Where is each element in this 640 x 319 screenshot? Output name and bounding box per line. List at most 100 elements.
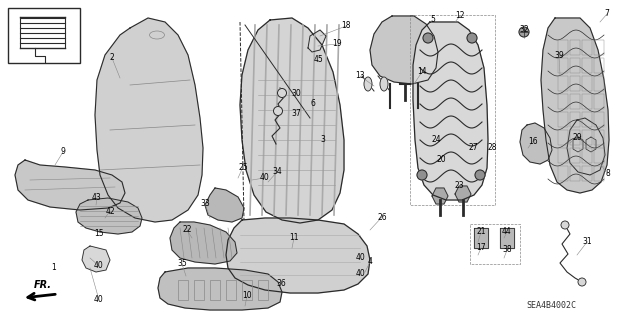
Text: 40: 40 bbox=[355, 254, 365, 263]
Text: 14: 14 bbox=[417, 68, 427, 77]
Text: 40: 40 bbox=[355, 270, 365, 278]
Bar bbox=[582, 166, 592, 181]
Ellipse shape bbox=[467, 33, 477, 43]
Polygon shape bbox=[226, 218, 370, 293]
Polygon shape bbox=[308, 30, 326, 52]
Text: 29: 29 bbox=[572, 132, 582, 142]
Polygon shape bbox=[170, 222, 237, 264]
Polygon shape bbox=[474, 228, 488, 248]
Bar bbox=[582, 40, 592, 55]
Text: FR.: FR. bbox=[34, 280, 52, 290]
Polygon shape bbox=[370, 16, 438, 84]
Text: 1: 1 bbox=[52, 263, 56, 272]
Text: 2: 2 bbox=[109, 54, 115, 63]
Polygon shape bbox=[573, 137, 583, 152]
Bar bbox=[210, 280, 220, 300]
Text: 43: 43 bbox=[92, 194, 102, 203]
Text: 7: 7 bbox=[605, 10, 609, 19]
Ellipse shape bbox=[278, 88, 287, 98]
Text: 4: 4 bbox=[367, 257, 372, 266]
Bar bbox=[558, 94, 568, 109]
Polygon shape bbox=[95, 18, 203, 222]
Text: 3: 3 bbox=[321, 136, 325, 145]
Text: 26: 26 bbox=[377, 212, 387, 221]
Text: 9: 9 bbox=[61, 147, 65, 157]
Bar bbox=[582, 58, 592, 73]
Text: 16: 16 bbox=[528, 137, 538, 145]
Bar bbox=[594, 76, 604, 91]
Bar bbox=[594, 166, 604, 181]
Ellipse shape bbox=[380, 77, 388, 91]
Bar bbox=[558, 166, 568, 181]
Ellipse shape bbox=[273, 107, 282, 115]
Polygon shape bbox=[432, 188, 448, 204]
Bar bbox=[8, 8, 80, 63]
Text: 39: 39 bbox=[554, 51, 564, 61]
Bar bbox=[178, 280, 188, 300]
Polygon shape bbox=[240, 18, 344, 223]
Bar bbox=[570, 112, 580, 127]
Text: 18: 18 bbox=[341, 21, 351, 31]
Text: 20: 20 bbox=[436, 155, 446, 165]
Text: 42: 42 bbox=[105, 206, 115, 216]
Polygon shape bbox=[586, 137, 596, 152]
Bar bbox=[582, 76, 592, 91]
Bar bbox=[582, 130, 592, 145]
Bar bbox=[558, 130, 568, 145]
Bar bbox=[582, 94, 592, 109]
Bar bbox=[582, 148, 592, 163]
Polygon shape bbox=[520, 123, 552, 164]
Bar bbox=[594, 148, 604, 163]
Text: 40: 40 bbox=[94, 262, 104, 271]
Ellipse shape bbox=[519, 27, 529, 37]
Bar bbox=[582, 112, 592, 127]
Text: 40: 40 bbox=[259, 174, 269, 182]
Text: 13: 13 bbox=[355, 71, 365, 80]
Text: 5: 5 bbox=[431, 16, 435, 25]
Bar bbox=[558, 58, 568, 73]
Polygon shape bbox=[205, 188, 244, 222]
Text: 45: 45 bbox=[313, 56, 323, 64]
Text: 36: 36 bbox=[276, 279, 286, 288]
Bar bbox=[570, 94, 580, 109]
Polygon shape bbox=[15, 160, 125, 210]
Text: 19: 19 bbox=[332, 40, 342, 48]
Polygon shape bbox=[455, 186, 471, 202]
Polygon shape bbox=[541, 18, 609, 193]
Text: 12: 12 bbox=[455, 11, 465, 20]
Bar bbox=[594, 94, 604, 109]
Bar bbox=[570, 58, 580, 73]
Text: 30: 30 bbox=[291, 90, 301, 99]
Ellipse shape bbox=[417, 170, 427, 180]
Bar bbox=[594, 112, 604, 127]
Text: 31: 31 bbox=[582, 238, 592, 247]
Bar bbox=[226, 280, 236, 300]
Bar bbox=[570, 40, 580, 55]
Text: SEA4B4002C: SEA4B4002C bbox=[526, 301, 576, 310]
Text: 34: 34 bbox=[272, 167, 282, 176]
Text: 23: 23 bbox=[454, 182, 464, 190]
Bar bbox=[258, 280, 268, 300]
Bar bbox=[558, 148, 568, 163]
Bar bbox=[594, 40, 604, 55]
Text: 15: 15 bbox=[94, 228, 104, 238]
Ellipse shape bbox=[578, 278, 586, 286]
Polygon shape bbox=[567, 118, 605, 175]
Polygon shape bbox=[500, 228, 514, 248]
Text: 10: 10 bbox=[242, 292, 252, 300]
Text: 35: 35 bbox=[177, 259, 187, 269]
Ellipse shape bbox=[364, 77, 372, 91]
Text: 33: 33 bbox=[200, 199, 210, 209]
Text: 21: 21 bbox=[476, 227, 486, 236]
Bar bbox=[558, 76, 568, 91]
Bar bbox=[570, 166, 580, 181]
Text: 8: 8 bbox=[605, 168, 611, 177]
Bar bbox=[242, 280, 252, 300]
Ellipse shape bbox=[561, 221, 569, 229]
Bar bbox=[558, 112, 568, 127]
Polygon shape bbox=[76, 198, 142, 234]
Text: 17: 17 bbox=[476, 243, 486, 253]
Bar bbox=[570, 76, 580, 91]
Text: 27: 27 bbox=[468, 143, 478, 152]
Text: 38: 38 bbox=[502, 246, 512, 255]
